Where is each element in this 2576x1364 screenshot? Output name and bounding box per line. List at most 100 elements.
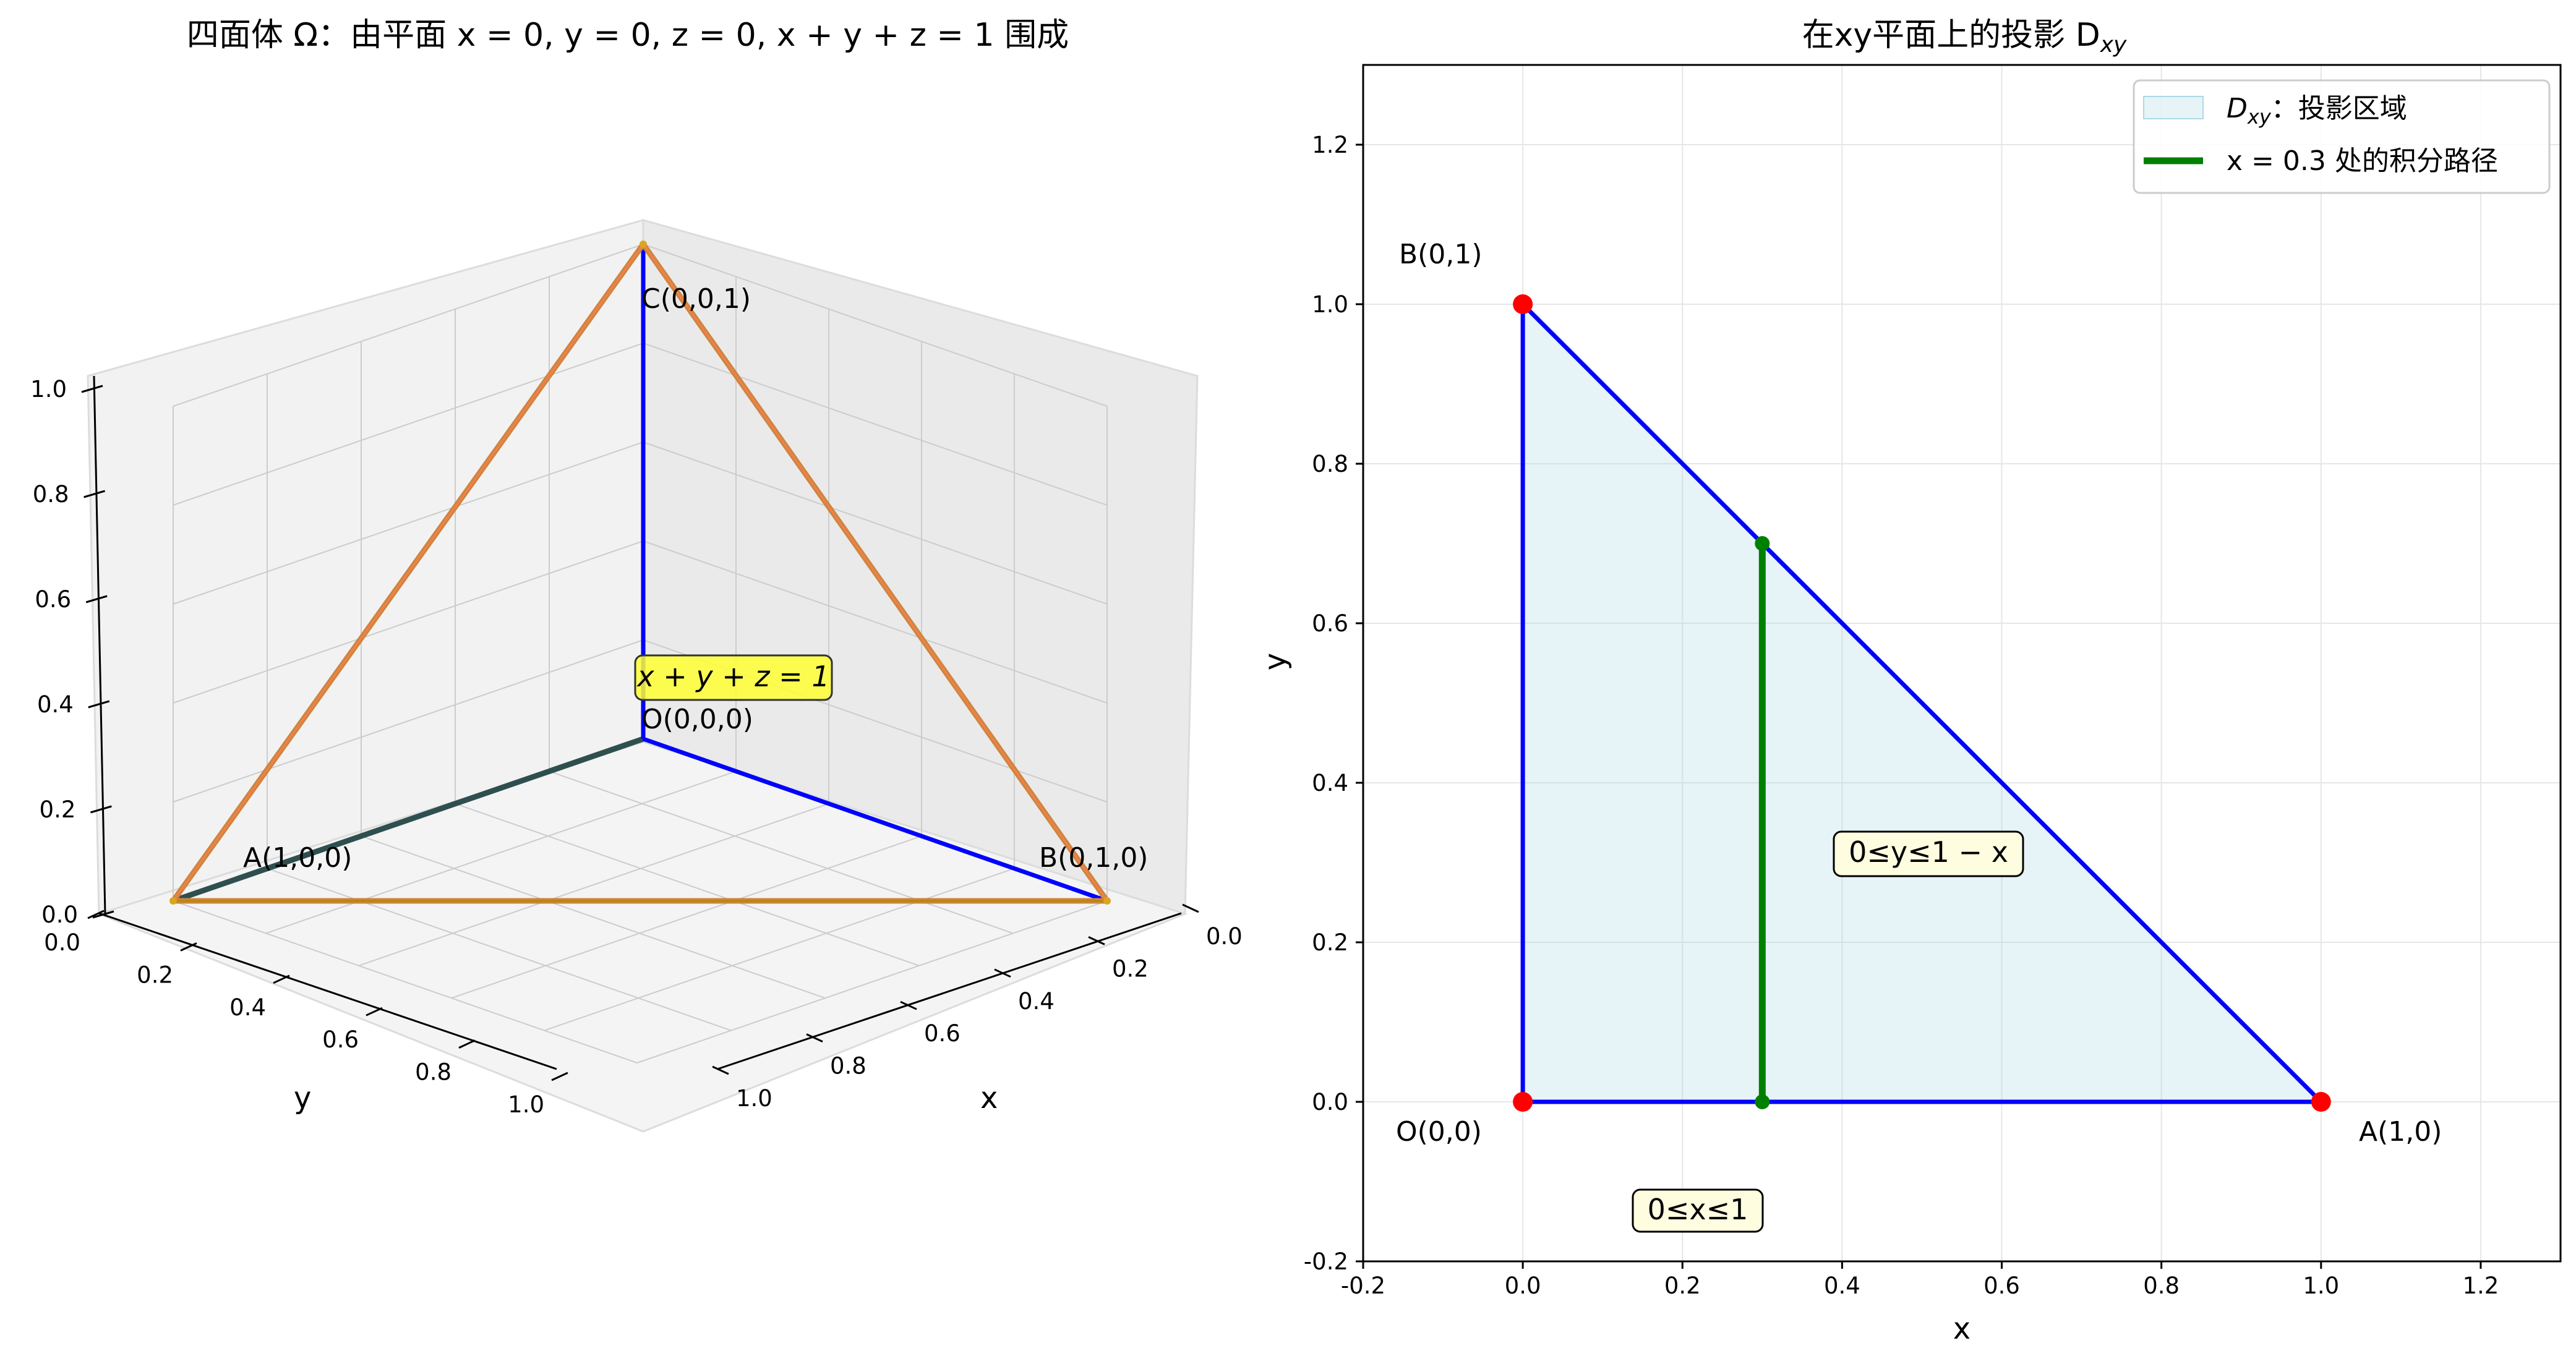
axis-label-y-2d: y [1258, 653, 1293, 670]
integration-path-start [1755, 1094, 1770, 1109]
legend-label-path: x = 0.3 处的积分路径 [2227, 145, 2498, 177]
tick-mark-y-3d [366, 1007, 383, 1017]
plane-equation-label: x + y + z = 1 [636, 660, 829, 693]
vertex-a-marker [169, 897, 177, 905]
tick-label-y-2d: 1.2 [1312, 132, 1348, 158]
grid-line-wall-z [173, 343, 644, 506]
grid-line-floor-x [173, 900, 638, 1063]
axis-line-x-3d [717, 912, 1182, 1070]
tick-mark-z-3d [88, 700, 110, 709]
grid-line-floor-y [451, 835, 922, 999]
ticks-2d: -0.2 0.0 0.2 0.4 0.6 0.8 1.0 1.2 -0.2 0.0 0.2 0.4 0.… [1304, 132, 2499, 1299]
tick-label-z-3d: 0.8 [33, 481, 69, 508]
grid-line-wall-z [173, 639, 644, 803]
vertex-label-b: B(0,1,0) [1039, 842, 1148, 874]
tick-label-y-2d: 0.4 [1312, 770, 1348, 796]
vertex-point [2311, 1092, 2331, 1112]
plot-area [1363, 65, 2561, 1261]
vertex-c-marker [640, 241, 647, 248]
vertex-label-a: A(1,0,0) [243, 842, 352, 874]
grid-line-floor-x [267, 867, 732, 1031]
legend-label-region: Dxy：投影区域 [2227, 93, 2407, 129]
left-chart-title: 四面体 Ω：由平面 x = 0, y = 0, z = 0, x + y + z… [187, 17, 1069, 54]
grid-line-wall-z [173, 540, 644, 704]
vertex-label-o: O(0,0,0) [641, 704, 753, 735]
tick-label-z-3d: 0.4 [37, 691, 74, 718]
tick-label-y-3d: 1.0 [508, 1091, 544, 1118]
edge-oa [172, 736, 644, 904]
tick-label-x-3d: 0.2 [1112, 955, 1149, 982]
grid-line-wall-z [643, 244, 1108, 407]
tick-label-y-2d: 0.2 [1312, 929, 1348, 956]
vertex-point [1513, 294, 1533, 314]
grid-line-wall-z [643, 441, 1108, 605]
edge-ob [642, 736, 1108, 903]
tick-label-y-3d: 0.4 [229, 994, 266, 1021]
axis-label-y-3d: y [294, 1081, 311, 1115]
tick-mark-y-3d [87, 910, 105, 919]
x-range-box [1632, 1188, 1764, 1233]
vertex-b-marker [1103, 897, 1111, 905]
tick-label-z-3d: 0.0 [41, 902, 78, 928]
tick-label-y-2d: 1.0 [1312, 291, 1348, 318]
tick-mark-y-3d [458, 1039, 476, 1049]
tetrahedron-3d-plot: 四面体 Ω：由平面 x = 0, y = 0, z = 0, x + y + z… [30, 17, 1243, 1133]
tick-label-x-2d: 0.4 [1824, 1272, 1860, 1299]
grid-line-floor-y [544, 867, 1015, 1031]
tick-mark-x-3d [1182, 903, 1199, 913]
tick-mark-z-3d [90, 805, 112, 814]
axis-line-y-3d [98, 912, 557, 1070]
vertex-point [1513, 1092, 1533, 1112]
tick-label-x-2d: -0.2 [1341, 1272, 1385, 1299]
tick-label-x-3d: 0.8 [830, 1053, 867, 1080]
region-boundary [1520, 302, 2324, 1104]
grid-line-floor-y [358, 803, 829, 966]
tick-label-y-3d: 0.8 [415, 1059, 451, 1086]
tick-label-y-3d: 0.0 [44, 929, 80, 956]
tick-mark-y-3d [273, 974, 290, 984]
vertex-label-c: C(0,0,1) [641, 283, 751, 315]
tick-mark-x-3d [1088, 936, 1105, 945]
grid-line-floor-y [636, 900, 1108, 1063]
plane-equation-box [634, 654, 833, 701]
tick-label-y-2d: -0.2 [1304, 1248, 1348, 1275]
tick-label-x-2d: 1.0 [2303, 1272, 2339, 1299]
tick-label-x-2d: 1.2 [2463, 1272, 2499, 1299]
tick-mark-z-3d [85, 595, 108, 603]
tick-mark-x-3d [994, 968, 1011, 978]
point-label-a: A(1,0) [2359, 1116, 2442, 1148]
tick-label-y-3d: 0.2 [137, 961, 173, 988]
grid-line-floor-y [265, 770, 737, 934]
tick-mark-z-3d [92, 910, 114, 919]
legend-box [2133, 79, 2551, 194]
tick-label-x-3d: 0.4 [1018, 988, 1055, 1015]
axis-label-x-3d: x [980, 1081, 998, 1115]
tick-label-z-3d: 0.2 [40, 796, 76, 823]
tick-label-y-2d: 0.0 [1312, 1089, 1348, 1115]
plot-frame [1362, 64, 2562, 1263]
grid-line-wall-z [643, 540, 1108, 704]
tick-label-y-2d: 0.6 [1312, 610, 1348, 637]
tick-label-x-3d: 0.6 [924, 1020, 961, 1047]
tick-label-x-2d: 0.8 [2143, 1272, 2180, 1299]
integration-path-end [1755, 536, 1770, 551]
grid-line-floor-x [455, 803, 920, 966]
tick-label-x-2d: 0.0 [1505, 1272, 1541, 1299]
tick-mark-x-3d [712, 1065, 729, 1075]
tick-mark-y-3d [180, 942, 197, 952]
tick-label-y-2d: 0.8 [1312, 451, 1348, 477]
legend-swatch-region [2143, 96, 2204, 119]
vertex-points [1513, 294, 2331, 1112]
projection-2d-plot: 在xy平面上的投影 Dxy -0.2 0.0 0.2 0.4 0.6 0.8 1.0 1.2-… [1258, 17, 2562, 1346]
grid-line-wall-z [643, 343, 1108, 506]
tick-label-z-3d: 0.6 [35, 586, 71, 613]
y-range-box [1833, 830, 2024, 877]
x-range-label: 0≤x≤1 [1648, 1193, 1748, 1226]
grid-line-floor-x [549, 770, 1014, 934]
tick-mark-z-3d [81, 385, 103, 393]
grid-line-wall-z [173, 441, 644, 605]
tick-mark-y-3d [551, 1072, 568, 1081]
tick-label-x-3d: 1.0 [736, 1085, 772, 1112]
tick-label-y-3d: 0.6 [322, 1026, 359, 1053]
